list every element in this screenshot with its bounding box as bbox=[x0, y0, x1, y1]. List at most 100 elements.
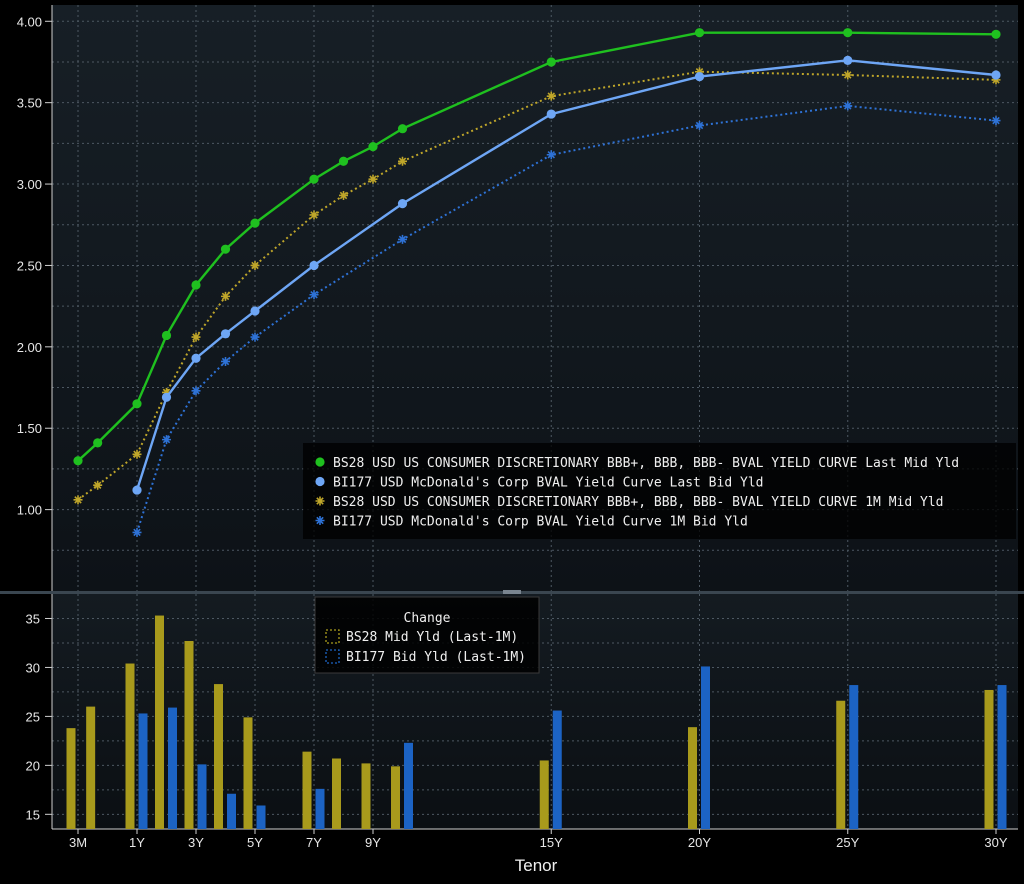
bottom-y-tick-label: 15 bbox=[26, 807, 40, 822]
bar-bi177-change bbox=[315, 788, 325, 829]
bottom-legend-box bbox=[314, 596, 540, 674]
legend-label: BS28 USD US CONSUMER DISCRETIONARY BBB+,… bbox=[333, 456, 959, 471]
series-point bbox=[132, 485, 142, 495]
bar-bs28-change bbox=[836, 700, 846, 829]
bar-bi177-change bbox=[701, 666, 710, 829]
series-point bbox=[73, 456, 83, 466]
series-point bbox=[397, 124, 408, 134]
series-point bbox=[309, 174, 319, 184]
bar-bs28-change bbox=[391, 766, 400, 829]
legend-marker bbox=[315, 476, 325, 487]
x-tick-label: 3Y bbox=[188, 835, 204, 850]
bar-bi177-change bbox=[138, 713, 148, 829]
series-point bbox=[191, 280, 201, 290]
series-0 bbox=[73, 28, 1001, 466]
bottom-y-tick-label: 20 bbox=[26, 758, 40, 773]
series-point bbox=[546, 150, 556, 160]
series-point bbox=[398, 156, 407, 166]
series-point bbox=[162, 387, 171, 397]
x-tick-label: 3M bbox=[69, 835, 87, 850]
top-legend-box bbox=[303, 443, 1016, 539]
bar-bs28-change bbox=[214, 684, 223, 829]
series-point bbox=[695, 67, 704, 77]
bottom-y-tick-label: 35 bbox=[26, 611, 40, 626]
series-point bbox=[843, 70, 853, 80]
series-point bbox=[991, 75, 1001, 85]
series-point bbox=[161, 392, 172, 402]
series-point bbox=[73, 495, 83, 505]
x-tick-label: 7Y bbox=[306, 835, 322, 850]
bar-bi177-change bbox=[849, 685, 859, 829]
series-point bbox=[250, 332, 260, 342]
bottom-legend-label: BI177 Bid Yld (Last-1M) bbox=[346, 650, 526, 665]
bar-bs28-change bbox=[688, 727, 697, 829]
legend-marker bbox=[315, 496, 325, 506]
x-tick-label: 1Y bbox=[129, 835, 145, 850]
bar-bs28-change bbox=[86, 706, 96, 829]
series-point bbox=[93, 480, 103, 490]
series-point bbox=[132, 449, 142, 459]
bar-bs28-change bbox=[984, 689, 994, 829]
bar-bi177-change bbox=[256, 805, 266, 829]
top-y-tick-label: 3.50 bbox=[17, 96, 42, 111]
bar-bi177-change bbox=[404, 742, 413, 829]
series-point bbox=[309, 290, 319, 300]
series-point bbox=[338, 156, 349, 166]
series-point bbox=[221, 291, 230, 301]
series-point bbox=[161, 330, 172, 341]
series-point bbox=[220, 244, 231, 254]
legend-layer: BS28 USD US CONSUMER DISCRETIONARY BBB+,… bbox=[303, 443, 1016, 674]
legend-marker bbox=[315, 516, 325, 525]
series-point bbox=[991, 116, 1001, 126]
series-point bbox=[368, 174, 378, 184]
bar-bi177-change bbox=[168, 707, 177, 829]
series-point bbox=[339, 190, 348, 200]
legend-label: BI177 USD McDonald's Corp BVAL Yield Cur… bbox=[333, 515, 748, 530]
series-point bbox=[695, 120, 704, 130]
bar-bs28-change bbox=[332, 758, 341, 829]
series-point bbox=[991, 70, 1001, 80]
bar-bs28-change bbox=[243, 717, 253, 829]
x-tick-label: 25Y bbox=[836, 835, 859, 850]
series-point bbox=[221, 356, 230, 366]
series-point bbox=[220, 329, 231, 339]
top-y-tick-label: 1.50 bbox=[17, 421, 42, 436]
x-tick-label: 9Y bbox=[365, 835, 381, 850]
legend-marker bbox=[315, 457, 325, 467]
series-point bbox=[843, 28, 853, 38]
bar-bs28-change bbox=[66, 728, 76, 829]
series-point bbox=[546, 57, 556, 67]
x-tick-label: 30Y bbox=[984, 835, 1007, 850]
panel-resize-handle[interactable] bbox=[503, 590, 521, 594]
bar-bs28-change bbox=[125, 663, 135, 829]
series-point bbox=[191, 386, 201, 396]
bar-bi177-change bbox=[197, 764, 207, 829]
bar-bs28-change bbox=[184, 641, 194, 829]
series-point bbox=[309, 210, 319, 220]
series-point bbox=[843, 55, 853, 65]
series-point bbox=[132, 527, 142, 537]
x-axis-label: Tenor bbox=[515, 856, 558, 875]
bar-bs28-change bbox=[539, 760, 549, 829]
top-y-tick-label: 4.00 bbox=[17, 14, 42, 29]
top-y-tick-label: 2.00 bbox=[17, 340, 42, 355]
x-tick-label: 20Y bbox=[688, 835, 711, 850]
series-point bbox=[250, 218, 260, 228]
series-point bbox=[309, 260, 319, 271]
series-point bbox=[991, 29, 1001, 39]
series-point bbox=[191, 353, 201, 363]
bar-bs28-change bbox=[361, 763, 371, 829]
x-tick-label: 15Y bbox=[540, 835, 563, 850]
bottom-legend-swatch bbox=[325, 649, 340, 664]
bar-bs28-change bbox=[302, 751, 312, 829]
series-point bbox=[250, 306, 260, 316]
bar-bi177-change bbox=[552, 710, 562, 829]
top-y-tick-label: 3.00 bbox=[17, 177, 42, 192]
x-tick-label: 5Y bbox=[247, 835, 263, 850]
series-3 bbox=[132, 101, 1001, 537]
series-point bbox=[250, 260, 260, 270]
bottom-y-tick-label: 25 bbox=[26, 709, 40, 724]
bar-bi177-change bbox=[997, 685, 1007, 829]
